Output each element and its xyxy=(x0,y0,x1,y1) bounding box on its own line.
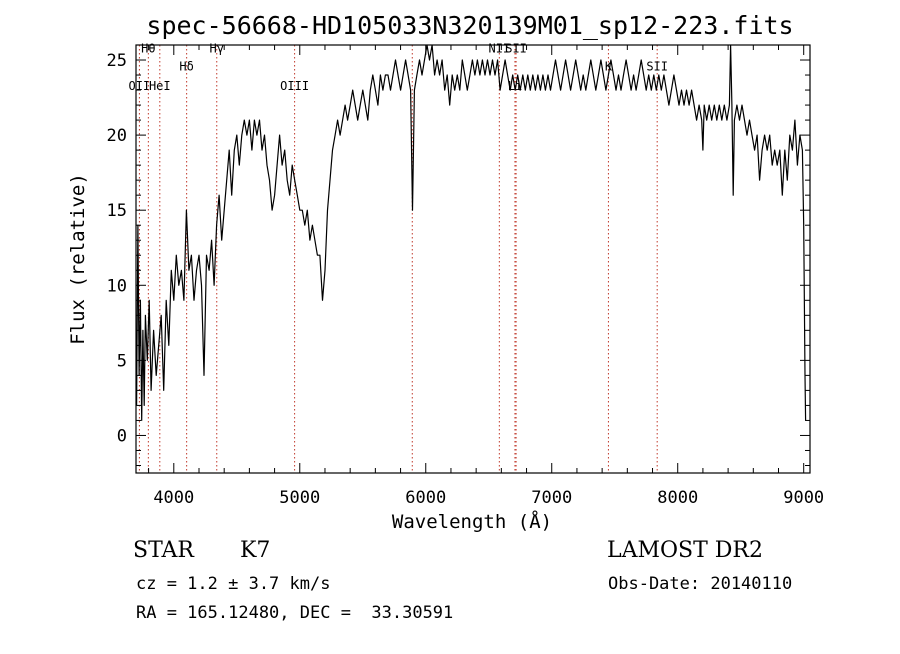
x-tick-label: 6000 xyxy=(405,488,446,508)
y-axis-label: Flux (relative) xyxy=(67,173,89,345)
object-subclass: K7 xyxy=(240,538,271,563)
y-tick-label: 15 xyxy=(107,201,127,221)
x-tick-label: 9000 xyxy=(783,488,824,508)
line-marker-label: OIII xyxy=(280,79,309,93)
x-tick-label: 5000 xyxy=(279,488,320,508)
redshift-text: cz = 1.2 ± 3.7 km/s xyxy=(136,574,331,594)
spectrum-line-0 xyxy=(136,45,807,421)
line-marker-label: OII xyxy=(129,79,151,93)
y-tick-label: 10 xyxy=(107,276,127,296)
y-tick-label: 20 xyxy=(107,126,127,146)
y-tick-label: 25 xyxy=(107,51,127,71)
x-tick-label: 8000 xyxy=(657,488,698,508)
observation-date: Obs-Date: 20140110 xyxy=(608,574,793,594)
y-tick-label: 0 xyxy=(117,426,127,446)
coordinates-text: RA = 165.12480, DEC = 33.30591 xyxy=(136,603,454,623)
line-marker-label: Hγ xyxy=(210,42,224,56)
line-marker-label: K xyxy=(605,60,613,74)
y-tick-label: 5 xyxy=(117,351,127,371)
x-axis-label: Wavelength (Å) xyxy=(392,510,552,533)
line-marker-label: SII xyxy=(505,42,527,56)
survey-name: LAMOST DR2 xyxy=(607,538,763,563)
axes: 4000 5000 6000 7000 8000 9000 0 5 10 15 20 25 xyxy=(107,44,824,508)
x-tick-label: 4000 xyxy=(153,488,194,508)
object-class: STAR xyxy=(133,538,194,563)
spectrum-series xyxy=(136,45,807,421)
chart-title: spec-56668-HD105033N320139M01_sp12-223.f… xyxy=(146,11,793,40)
line-marker-label: HeI xyxy=(149,79,171,93)
line-marker-label: SII xyxy=(646,60,668,74)
x-tick-label: 7000 xyxy=(531,488,572,508)
line-marker-label: Hδ xyxy=(179,60,193,74)
plot-frame xyxy=(135,44,811,474)
